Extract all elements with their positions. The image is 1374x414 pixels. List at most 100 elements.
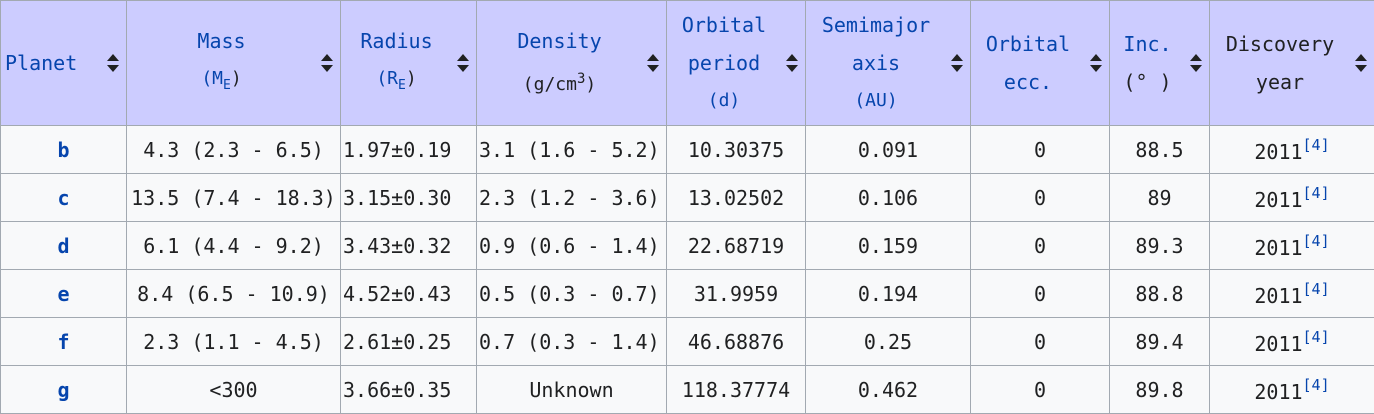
cell-mass: 6.1 (4.4 - 9.2) — [127, 222, 341, 270]
sort-icon[interactable] — [646, 53, 660, 73]
cell-axis: 0.462 — [806, 366, 971, 414]
cell-year: 2011[4] — [1210, 174, 1374, 222]
cell-density: 2.3 (1.2 - 3.6) — [477, 174, 667, 222]
header-inc-line1: Inc. — [1112, 25, 1183, 63]
cell-year: 2011[4] — [1210, 270, 1374, 318]
sort-icon[interactable] — [456, 53, 470, 73]
cell-axis: 0.159 — [806, 222, 971, 270]
discovery-year-value: 2011 — [1254, 380, 1302, 404]
cell-planet[interactable]: c — [1, 174, 127, 222]
header-year[interactable]: Discovery year — [1210, 1, 1374, 126]
header-planet-label: Planet — [3, 44, 100, 82]
header-mass[interactable]: Mass (ME) — [127, 1, 341, 126]
header-period-line2: period — [669, 44, 779, 82]
reference-link[interactable]: [4] — [1303, 136, 1330, 154]
cell-planet[interactable]: b — [1, 126, 127, 174]
sort-icon[interactable] — [950, 53, 964, 73]
cell-mass: <300 — [127, 366, 341, 414]
cell-axis: 0.194 — [806, 270, 971, 318]
discovery-year-value: 2011 — [1254, 236, 1302, 260]
cell-period: 118.37774 — [667, 366, 806, 414]
sort-icon[interactable] — [320, 53, 334, 73]
cell-ecc: 0 — [971, 270, 1110, 318]
cell-planet[interactable]: e — [1, 270, 127, 318]
header-radius-unit: (RE) — [343, 60, 450, 105]
cell-radius: 3.66±0.35 — [341, 366, 477, 414]
header-planet[interactable]: Planet — [1, 1, 127, 126]
header-ecc-line1: Orbital — [973, 25, 1083, 63]
cell-ecc: 0 — [971, 366, 1110, 414]
cell-ecc: 0 — [971, 222, 1110, 270]
header-mass-unit: (ME) — [129, 60, 314, 105]
sort-icon[interactable] — [1354, 53, 1368, 73]
header-year-line1: Discovery — [1212, 25, 1348, 63]
cell-period: 13.02502 — [667, 174, 806, 222]
cell-period: 46.68876 — [667, 318, 806, 366]
cell-year: 2011[4] — [1210, 222, 1374, 270]
cell-mass: 8.4 (6.5 - 10.9) — [127, 270, 341, 318]
cell-density: 0.9 (0.6 - 1.4) — [477, 222, 667, 270]
cell-inc: 89.8 — [1110, 366, 1210, 414]
cell-mass: 4.3 (2.3 - 6.5) — [127, 126, 341, 174]
cell-inc: 89.4 — [1110, 318, 1210, 366]
cell-mass: 13.5 (7.4 - 18.3) — [127, 174, 341, 222]
cell-inc: 88.8 — [1110, 270, 1210, 318]
header-axis[interactable]: Semimajor axis (AU) — [806, 1, 971, 126]
header-inc-unit: (° ) — [1112, 63, 1183, 101]
cell-year: 2011[4] — [1210, 126, 1374, 174]
cell-inc: 89 — [1110, 174, 1210, 222]
header-period[interactable]: Orbital period (d) — [667, 1, 806, 126]
discovery-year-value: 2011 — [1254, 332, 1302, 356]
cell-planet[interactable]: f — [1, 318, 127, 366]
cell-axis: 0.106 — [806, 174, 971, 222]
reference-link[interactable]: [4] — [1303, 232, 1330, 250]
cell-ecc: 0 — [971, 318, 1110, 366]
cell-radius: 3.43±0.32 — [341, 222, 477, 270]
header-period-unit: (d) — [669, 82, 779, 120]
header-radius-label: Radius — [343, 22, 450, 60]
cell-density: 0.7 (0.3 - 1.4) — [477, 318, 667, 366]
header-mass-label: Mass — [129, 22, 314, 60]
cell-radius: 2.61±0.25 — [341, 318, 477, 366]
sort-icon[interactable] — [1089, 53, 1103, 73]
reference-link[interactable]: [4] — [1303, 280, 1330, 298]
sort-icon[interactable] — [785, 53, 799, 73]
discovery-year-value: 2011 — [1254, 188, 1302, 212]
cell-year: 2011[4] — [1210, 366, 1374, 414]
cell-period: 22.68719 — [667, 222, 806, 270]
header-inc[interactable]: Inc. (° ) — [1110, 1, 1210, 126]
cell-planet[interactable]: g — [1, 366, 127, 414]
cell-radius: 3.15±0.30 — [341, 174, 477, 222]
cell-year: 2011[4] — [1210, 318, 1374, 366]
cell-ecc: 0 — [971, 174, 1110, 222]
cell-inc: 89.3 — [1110, 222, 1210, 270]
cell-radius: 4.52±0.43 — [341, 270, 477, 318]
cell-mass: 2.3 (1.1 - 4.5) — [127, 318, 341, 366]
sort-icon[interactable] — [1189, 53, 1203, 73]
cell-period: 10.30375 — [667, 126, 806, 174]
cell-axis: 0.25 — [806, 318, 971, 366]
sort-icon[interactable] — [106, 53, 120, 73]
header-year-line2: year — [1212, 63, 1348, 101]
header-ecc[interactable]: Orbital ecc. — [971, 1, 1110, 126]
cell-density: 3.1 (1.6 - 5.2) — [477, 126, 667, 174]
cell-period: 31.9959 — [667, 270, 806, 318]
header-radius[interactable]: Radius (RE) — [341, 1, 477, 126]
reference-link[interactable]: [4] — [1303, 376, 1330, 394]
cell-planet[interactable]: d — [1, 222, 127, 270]
reference-link[interactable]: [4] — [1303, 328, 1330, 346]
header-row: Planet Mass (ME) Radius (RE) Density (g/… — [1, 1, 1374, 126]
header-density-label: Density — [479, 22, 640, 60]
discovery-year-value: 2011 — [1254, 140, 1302, 164]
cell-radius: 1.97±0.19 — [341, 126, 477, 174]
cell-density: 0.5 (0.3 - 0.7) — [477, 270, 667, 318]
reference-link[interactable]: [4] — [1303, 184, 1330, 202]
header-axis-line1: Semimajor — [808, 6, 944, 44]
header-axis-unit: (AU) — [808, 82, 944, 120]
header-density[interactable]: Density (g/cm3) — [477, 1, 667, 126]
